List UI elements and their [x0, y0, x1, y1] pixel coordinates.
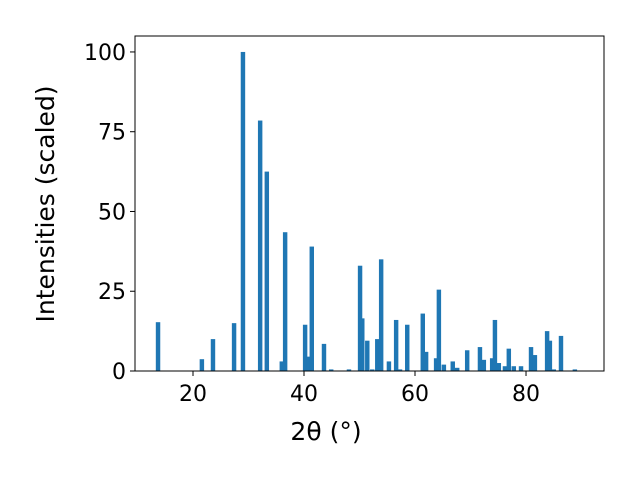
bar	[518, 366, 524, 371]
y-tick-label: 50	[98, 200, 126, 225]
bar	[492, 319, 498, 371]
bar	[547, 340, 553, 371]
bar	[528, 347, 534, 371]
bar	[397, 369, 403, 371]
bar	[360, 318, 365, 371]
bar	[210, 339, 216, 371]
x-tick-label: 60	[401, 382, 429, 407]
bar	[378, 259, 384, 371]
bar	[282, 232, 288, 371]
bar	[454, 367, 460, 371]
bar	[489, 358, 495, 371]
bar	[436, 289, 442, 371]
bar	[231, 323, 237, 371]
bar	[506, 348, 512, 371]
y-tick-label: 75	[98, 121, 126, 146]
x-axis-label: 2θ (°)	[290, 417, 361, 446]
bar	[450, 361, 455, 371]
plot-frame	[134, 35, 605, 372]
bar	[240, 51, 246, 371]
bar	[302, 324, 308, 371]
bar	[328, 369, 334, 371]
y-tick-label: 25	[98, 280, 126, 305]
bar	[558, 335, 564, 371]
bar	[257, 120, 263, 371]
bar	[544, 331, 550, 371]
x-tick-label: 40	[290, 382, 318, 407]
y-tick-label: 100	[84, 41, 126, 66]
bar	[405, 324, 410, 371]
bar	[532, 355, 538, 371]
bar	[502, 366, 508, 371]
y-axis-label: Intensities (scaled)	[31, 85, 60, 322]
bar	[393, 319, 399, 371]
bar	[511, 366, 517, 371]
bar	[433, 358, 439, 371]
bar	[423, 351, 429, 371]
bar	[365, 340, 370, 371]
bar	[321, 343, 327, 371]
bar	[264, 171, 270, 371]
bar	[386, 361, 392, 371]
bar	[346, 369, 352, 371]
bar	[420, 313, 426, 371]
bar	[375, 339, 380, 371]
y-tick-label: 0	[112, 360, 126, 385]
bar	[199, 359, 205, 371]
bar	[279, 361, 285, 371]
bar	[370, 369, 375, 371]
bar	[306, 356, 312, 371]
bar	[572, 369, 578, 371]
bar	[496, 363, 502, 371]
bar	[551, 369, 556, 371]
bar	[155, 322, 161, 371]
bar	[309, 246, 314, 371]
bar	[441, 364, 447, 371]
bar	[464, 350, 470, 371]
x-tick-label: 80	[512, 382, 540, 407]
x-tick-label: 20	[179, 382, 207, 407]
bar	[477, 347, 483, 371]
bar	[481, 359, 487, 371]
